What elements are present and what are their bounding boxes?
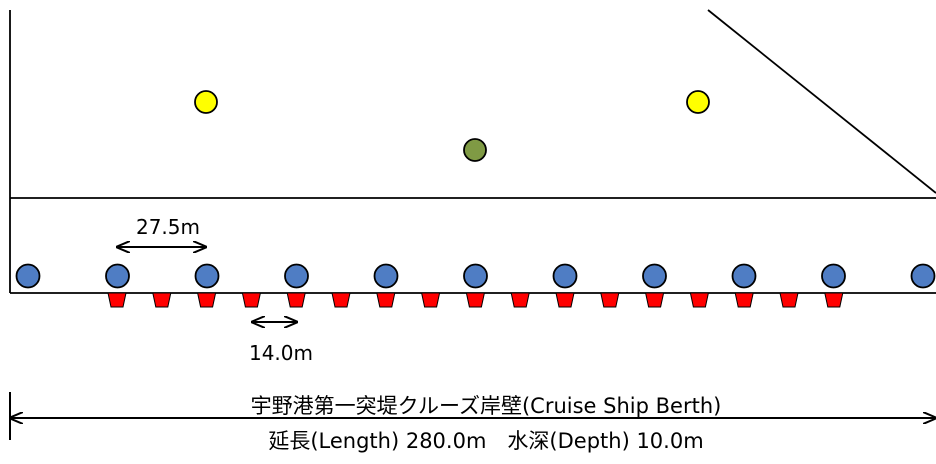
bollard — [463, 263, 488, 289]
fender — [644, 292, 665, 308]
bollard — [552, 263, 578, 289]
fender — [286, 292, 306, 308]
bollard — [642, 263, 667, 289]
fender — [734, 292, 754, 308]
bollard — [15, 263, 41, 289]
bollard-spacing-label: 27.5m — [136, 215, 200, 239]
fender — [241, 292, 262, 308]
fender — [465, 292, 486, 308]
fender — [107, 292, 127, 308]
fender — [420, 292, 441, 308]
fender — [600, 292, 620, 308]
fender — [331, 292, 351, 308]
fender-row — [107, 292, 844, 308]
pier-markers — [194, 90, 710, 162]
fender — [152, 292, 172, 308]
bollard — [105, 263, 130, 289]
fender — [376, 292, 396, 308]
green-marker — [463, 138, 487, 162]
fender-spacing-dimension: 14.0m — [249, 322, 313, 365]
yellow-marker — [686, 90, 710, 114]
bollard — [731, 263, 757, 289]
bollard-spacing-dimension: 27.5m — [117, 215, 206, 247]
bollard — [821, 263, 846, 289]
fender-spacing-label: 14.0m — [249, 341, 313, 365]
bollard — [194, 263, 220, 289]
fender — [555, 292, 575, 308]
fender — [689, 292, 710, 308]
bollard — [910, 263, 936, 289]
berth-dimensions-label: 延長(Length) 280.0m 水深(Depth) 10.0m — [268, 429, 703, 453]
fender — [196, 292, 217, 308]
fender — [510, 292, 530, 308]
berth-length-dimension: 宇野港第一突堤クルーズ岸壁(Cruise Ship Berth) 延長(Leng… — [10, 392, 936, 453]
bollard-row — [15, 263, 936, 289]
fender — [779, 292, 799, 308]
yellow-marker — [194, 90, 218, 114]
berth-name-label: 宇野港第一突堤クルーズ岸壁(Cruise Ship Berth) — [251, 394, 722, 418]
bollard — [284, 263, 309, 289]
pier-diagonal-edge — [707, 9, 936, 194]
fender — [824, 292, 844, 308]
bollard — [373, 263, 399, 289]
